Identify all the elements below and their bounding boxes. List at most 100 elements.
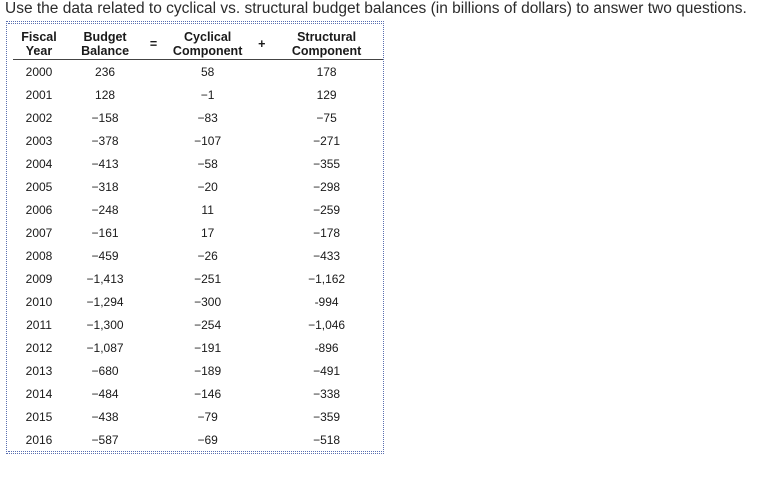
cell-spacer-equals [145, 405, 162, 428]
cell-cyclical-component: −83 [197, 110, 218, 125]
cell-cyclical-component: −254 [194, 317, 222, 332]
header-fiscal-year: Fiscal Year [13, 28, 65, 60]
cell-spacer-plus [253, 336, 270, 359]
budget-table-frame: Fiscal Year Budget Balance = Cyclical Compo… [6, 21, 384, 454]
cell-cyclical-component: 17 [200, 225, 215, 240]
cell-spacer-equals [145, 221, 162, 244]
cell-spacer-equals [145, 382, 162, 405]
cell-cyclical-component: −189 [194, 363, 222, 378]
cell-structural-component: −298 [313, 179, 341, 194]
cell-spacer-equals [145, 267, 162, 290]
cell-spacer-equals [145, 175, 162, 198]
cell-fiscal-year: 2016 [25, 432, 53, 447]
cell-cyclical-component: −20 [197, 179, 218, 194]
table-row: 2012 −1,087 −191 -896 [13, 336, 383, 359]
cell-spacer-plus [253, 129, 270, 152]
cell-structural-component: −1,046 [308, 317, 346, 332]
cell-fiscal-year: 2010 [25, 294, 53, 309]
cell-spacer-plus [253, 267, 270, 290]
cell-structural-component: −338 [313, 386, 341, 401]
cell-structural-component: -994 [314, 294, 339, 309]
cell-spacer-equals [145, 83, 162, 106]
cell-spacer-plus [253, 60, 270, 84]
cell-fiscal-year: 2012 [25, 340, 53, 355]
cell-spacer-equals [145, 152, 162, 175]
table-row: 2016 −587 −69 −518 [13, 428, 383, 451]
cell-cyclical-component: −69 [197, 432, 218, 447]
cell-spacer-equals [145, 313, 162, 336]
table-row: 2005 −318 −20 −298 [13, 175, 383, 198]
cell-spacer-equals [145, 359, 162, 382]
header-equals-sign: = [145, 28, 162, 60]
cell-spacer-equals [145, 336, 162, 359]
table-body: 2000 236 58 178 2001 128 −1 129 2002 −158 −83 −75 20… [13, 60, 383, 452]
cell-spacer-plus [253, 428, 270, 451]
cell-cyclical-component: 58 [200, 64, 215, 79]
cell-spacer-equals [145, 428, 162, 451]
table-row: 2008 −459 −26 −433 [13, 244, 383, 267]
cell-structural-component: -896 [314, 340, 339, 355]
cell-fiscal-year: 2014 [25, 386, 53, 401]
cell-budget-balance: −680 [91, 363, 119, 378]
cell-fiscal-year: 2005 [25, 179, 53, 194]
cell-cyclical-component: −107 [194, 133, 222, 148]
cell-budget-balance: −587 [91, 432, 119, 447]
cell-cyclical-component: −1 [200, 87, 215, 102]
cell-budget-balance: −484 [91, 386, 119, 401]
cell-fiscal-year: 2002 [25, 110, 53, 125]
cell-spacer-plus [253, 359, 270, 382]
table-row: 2009 −1,413 −251 −1,162 [13, 267, 383, 290]
cell-fiscal-year: 2011 [26, 317, 52, 332]
cell-structural-component: −518 [313, 432, 341, 447]
cell-fiscal-year: 2000 [25, 64, 53, 79]
cell-structural-component: −1,162 [308, 271, 346, 286]
cell-budget-balance: −438 [91, 409, 119, 424]
instructions-text: Use the data related to cyclical vs. str… [5, 0, 747, 17]
cell-fiscal-year: 2007 [25, 225, 53, 240]
cell-spacer-plus [253, 382, 270, 405]
table-row: 2006 −248 11 −259 [13, 198, 383, 221]
table-row: 2001 128 −1 129 [13, 83, 383, 106]
header-plus-sign: + [253, 28, 271, 60]
header-structural-component: Structural Component [270, 28, 383, 60]
cell-structural-component: −355 [313, 156, 341, 171]
cell-fiscal-year: 2009 [25, 271, 53, 286]
table-row: 2007 −161 17 −178 [13, 221, 383, 244]
cell-spacer-equals [145, 60, 162, 84]
budget-balance-table: Fiscal Year Budget Balance = Cyclical Compo… [13, 28, 383, 451]
cell-budget-balance: −158 [91, 110, 119, 125]
header-budget-balance: Budget Balance [65, 28, 146, 60]
table-row: 2010 −1,294 −300 -994 [13, 290, 383, 313]
cell-cyclical-component: −146 [194, 386, 222, 401]
cell-budget-balance: −1,300 [86, 317, 124, 332]
cell-budget-balance: −378 [91, 133, 119, 148]
table-row: 2000 236 58 178 [13, 60, 383, 84]
table-row: 2013 −680 −189 −491 [13, 359, 383, 382]
cell-structural-component: 129 [316, 87, 337, 102]
cell-spacer-plus [253, 175, 270, 198]
cell-spacer-plus [253, 106, 270, 129]
cell-fiscal-year: 2006 [25, 202, 53, 217]
cell-budget-balance: 128 [95, 87, 116, 102]
cell-fiscal-year: 2001 [25, 87, 53, 102]
table-row: 2015 −438 −79 −359 [13, 405, 383, 428]
cell-spacer-plus [253, 152, 270, 175]
cell-cyclical-component: −58 [197, 156, 218, 171]
cell-fiscal-year: 2004 [25, 156, 53, 171]
table-row: 2002 −158 −83 −75 [13, 106, 383, 129]
cell-spacer-equals [145, 129, 162, 152]
cell-budget-balance: −1,087 [86, 340, 124, 355]
cell-spacer-equals [145, 106, 162, 129]
cell-structural-component: −433 [313, 248, 341, 263]
cell-spacer-equals [145, 244, 162, 267]
cell-spacer-plus [253, 290, 270, 313]
cell-structural-component: −75 [316, 110, 337, 125]
cell-spacer-plus [253, 198, 270, 221]
cell-spacer-plus [253, 83, 270, 106]
cell-cyclical-component: −251 [194, 271, 222, 286]
header-cyclical-component: Cyclical Component [161, 28, 254, 60]
cell-cyclical-component: −79 [197, 409, 218, 424]
cell-spacer-plus [253, 313, 270, 336]
cell-spacer-equals [145, 290, 162, 313]
cell-fiscal-year: 2008 [25, 248, 53, 263]
